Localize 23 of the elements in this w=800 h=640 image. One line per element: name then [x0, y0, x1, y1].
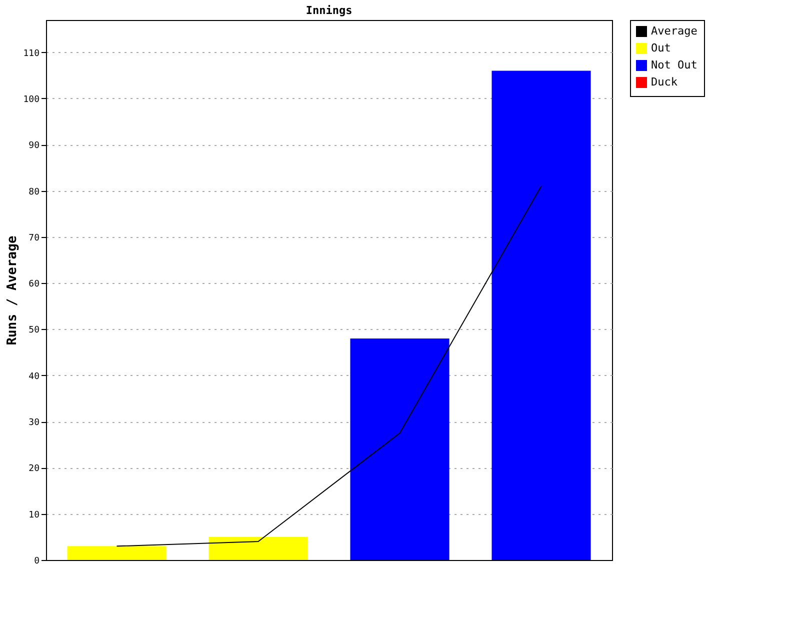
y-tick-label: 50 — [28, 326, 40, 336]
legend-label: Out — [651, 42, 671, 54]
y-axis-title: Runs / Average — [5, 236, 20, 346]
y-tick-label: 80 — [28, 187, 40, 198]
y-tick-label: 0 — [34, 556, 40, 566]
chart-title: Innings — [306, 4, 352, 17]
line-series — [116, 186, 542, 547]
y-tick-label: 110 — [23, 48, 40, 59]
bar — [208, 536, 308, 560]
bar — [350, 338, 450, 560]
legend-label: Average — [651, 24, 698, 38]
legend-label: Duck — [651, 76, 678, 88]
y-tick-label: 20 — [28, 464, 40, 474]
y-tick-label: 40 — [28, 372, 40, 382]
y-tick-label: 30 — [28, 418, 40, 428]
y-tick-label: 10 — [28, 510, 40, 520]
y-tick-label: 60 — [28, 280, 40, 290]
legend-label: Not Out — [651, 58, 698, 72]
bar — [492, 70, 591, 560]
y-tick-label: 100 — [23, 94, 40, 105]
bar — [67, 546, 166, 560]
y-tick-label: 90 — [28, 141, 40, 152]
y-tick-label: 70 — [28, 233, 40, 244]
